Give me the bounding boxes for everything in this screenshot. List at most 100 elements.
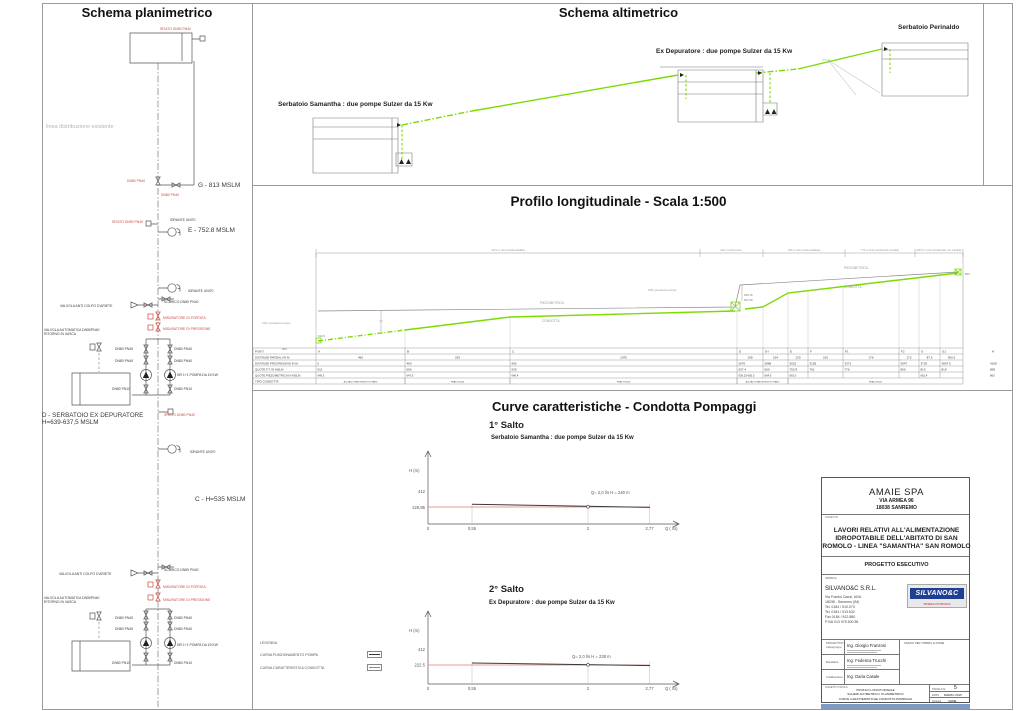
span-note: 776 m sotto accidentato variabile bbox=[861, 248, 899, 252]
plan-label: C - H=535 MSLM bbox=[195, 496, 245, 503]
silvano-logo-text: SILVANO&C bbox=[910, 588, 964, 599]
border-bottom bbox=[42, 709, 1013, 710]
table-cell: ACCIAIO DN80 RIVESTITO PAED bbox=[746, 380, 780, 383]
table-cell: 4108 bbox=[990, 361, 997, 365]
table-cell: 646.4 bbox=[512, 373, 519, 377]
plan-label: DN80 PN40 bbox=[127, 179, 145, 183]
plan-label: DN80 PN40 bbox=[174, 616, 192, 620]
client-address-2: 18038 SANREMO bbox=[876, 505, 917, 511]
profile-table: PUNTI DISTANZE PARZIALI IN M DISTANZE PROG… bbox=[252, 248, 997, 385]
table-cell: 3547 bbox=[901, 361, 908, 365]
client-address-1: VIA ARMEA 96 bbox=[879, 498, 914, 504]
flow-arrow-icon bbox=[397, 47, 888, 127]
table-cell: 172 bbox=[906, 355, 911, 359]
plan-label: linea distribuzione esistente bbox=[46, 124, 114, 130]
client-name: AMAIE SPA bbox=[868, 487, 924, 498]
divider-altimetric-bottom bbox=[252, 185, 1013, 186]
altimetric-schematic bbox=[312, 42, 969, 174]
table-row-label: TIPO CONDOTTA bbox=[255, 379, 279, 383]
operating-point bbox=[586, 663, 590, 667]
x-tick-label: 2,77 bbox=[646, 526, 655, 531]
plan-label: DN80 PN40 bbox=[115, 627, 133, 631]
legend-pump-label: CURVA FUNZIONAMENTO POMPA bbox=[260, 652, 319, 657]
footer-bar bbox=[821, 704, 970, 710]
plan-label: DN80 PN10 bbox=[112, 387, 130, 391]
table-cell: 535 bbox=[512, 367, 517, 371]
measure-box-icon bbox=[147, 324, 154, 331]
x-tick-label: 0 bbox=[427, 526, 430, 531]
piezometrica-line bbox=[317, 271, 959, 312]
name-capogruppo: Ing. Giorgio Franzosi bbox=[847, 643, 886, 648]
plan-label: NR 1+1 POMPA DA 15 KW bbox=[177, 373, 219, 377]
x-tick-label: 0,55 bbox=[468, 526, 477, 531]
plan-label: G - 813 MSLM bbox=[198, 182, 240, 189]
pipework bbox=[71, 32, 206, 672]
oggetto-tavola-label: OGGETTO TAVOLA bbox=[825, 685, 848, 689]
table-cell: 300.5 bbox=[948, 355, 956, 359]
table-row-label: DISTANZE PROGRESSIVE IN M bbox=[255, 361, 298, 365]
border-right bbox=[1012, 3, 1013, 710]
table-cell: 800 bbox=[901, 367, 906, 371]
condotta-label: CONDOTTA bbox=[542, 319, 561, 323]
plan-label: E - 752.8 MSLM bbox=[188, 227, 235, 234]
piezometrica-label: PIEZOMETRICA bbox=[844, 266, 869, 270]
table-cell: 761 bbox=[810, 367, 815, 371]
valve-icon bbox=[96, 611, 102, 621]
x-tick-label: 0,55 bbox=[468, 686, 477, 691]
fine-print-line bbox=[847, 649, 881, 651]
table-cell: 664.5 bbox=[765, 373, 772, 377]
pump-curve-swatch-icon bbox=[367, 651, 382, 658]
tavola-desc-1: PROFILO LONGITUDINALE bbox=[856, 688, 895, 692]
border-left bbox=[42, 3, 43, 710]
plan-label: SFIATO DN50 PN40 bbox=[164, 413, 195, 417]
silvano-logo-subtext: IMPRESA COSTRUZIONI bbox=[923, 604, 951, 606]
silvano-logo: SILVANO&C IMPRESA COSTRUZIONI bbox=[907, 584, 967, 608]
condotta-curve-swatch-icon bbox=[367, 664, 382, 671]
y-axis-label: H (m) bbox=[409, 468, 420, 473]
plan-label: DN80 PN40 bbox=[174, 359, 192, 363]
data-label: DATA bbox=[932, 692, 940, 697]
plan-label: VALVOLA AUTOMATICA DN50PN40 bbox=[44, 596, 99, 600]
spazio-timbri-label: SPAZIO PER TIMBRO E FIRME bbox=[904, 640, 945, 645]
table-cell: 235 bbox=[455, 355, 460, 359]
role-capogruppo: Capogruppo bbox=[826, 645, 842, 649]
oggetto-line-2: IDROPOTABILE DELL'ABITATO DI SAN bbox=[835, 535, 958, 542]
operating-point bbox=[586, 505, 590, 509]
altimetric-title: Schema altimetrico bbox=[558, 5, 679, 20]
legend-item-condotta: CURVA CARATTERISTICA CONDOTTA bbox=[260, 664, 382, 671]
perinaldo-label: Serbatoio Perinaldo bbox=[898, 24, 960, 31]
progettisti-label: PROGETTISTI bbox=[826, 640, 845, 645]
table-cell: 649.3 bbox=[318, 373, 325, 377]
table-cell: 460 bbox=[407, 361, 412, 365]
y-tick-label: 412 bbox=[418, 489, 426, 494]
plan-label: DN80 PN10 bbox=[174, 387, 192, 391]
prevalenza-note: 240m prevalenza pompe bbox=[262, 321, 291, 325]
salto2-subtitle: Ex Depuratore : due pompe Sulzer da 15 K… bbox=[489, 600, 615, 606]
table-cell: ACCIAIO DN80 RIVESTITO PAED bbox=[344, 380, 378, 383]
legend-condotta-label: CURVA CARATTERISTICA CONDOTTA bbox=[260, 665, 325, 670]
table-cell: F1 bbox=[845, 349, 849, 353]
table-row-label: QUOTE F.T. IN MSLM bbox=[255, 367, 284, 371]
span-note: 322 m sotto bosco bbox=[720, 248, 742, 252]
table-cell: F bbox=[810, 349, 812, 353]
table-cell: 3371 bbox=[845, 361, 852, 365]
table-cell: D-I bbox=[765, 349, 769, 353]
chart-axes bbox=[424, 610, 680, 688]
table-cell: 858 bbox=[990, 367, 995, 371]
table-cell: D bbox=[739, 349, 742, 353]
plan-label: VALVOLA AUTOMATICA DN50PN40 bbox=[44, 328, 99, 332]
prevalenza-note: 228m prevalenza pompe bbox=[648, 288, 677, 292]
ex-depuratore-label: Ex Depuratore : due pompe Sulzer da 15 K… bbox=[656, 48, 793, 55]
table-cell: E bbox=[790, 349, 792, 353]
table-cell: 2670 bbox=[739, 361, 746, 365]
y-tick-label: 229,85 bbox=[412, 505, 425, 510]
border-top bbox=[42, 3, 1013, 4]
impresa-addr-line: Via Frantoi Canai, 60/A bbox=[825, 595, 862, 599]
plan-label: VALVOLA ANTI COLPO D'ARIETE bbox=[60, 304, 113, 308]
tavola-n-label: TAVOLA N. bbox=[932, 686, 947, 691]
condotta-label: CONDOTTA bbox=[844, 285, 863, 289]
role-mandante: Mandante bbox=[826, 660, 839, 664]
table-cell: 460 bbox=[358, 355, 363, 359]
plan-label: IDRANTE UNI70 bbox=[190, 450, 216, 454]
